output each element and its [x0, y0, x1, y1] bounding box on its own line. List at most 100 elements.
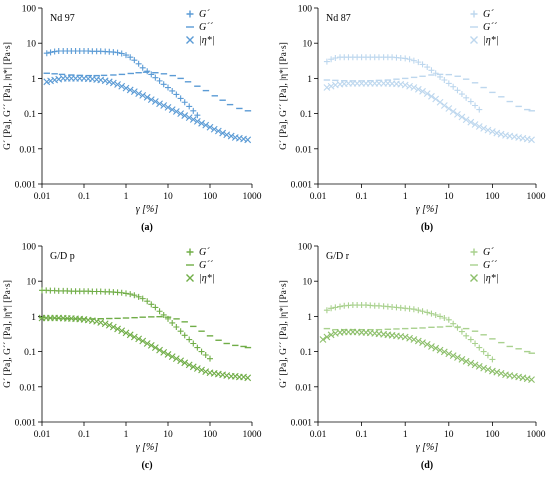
data-point: [523, 375, 531, 383]
data-point: [110, 49, 117, 56]
data-point: [467, 98, 474, 105]
data-point: [476, 344, 483, 351]
data-point: [207, 355, 213, 362]
data-point: [101, 77, 109, 85]
data-point: [164, 104, 172, 111]
data-point: [463, 332, 470, 339]
legend-label: G´´: [199, 260, 214, 271]
sample-annotation: Nd 97: [50, 13, 75, 24]
data-point: [193, 118, 201, 125]
data-point: [489, 356, 496, 363]
x-tick-label: 1: [124, 192, 129, 202]
data-point: [472, 340, 479, 347]
x-tick-label: 100: [203, 430, 218, 440]
data-point: [177, 110, 185, 117]
y-tick-label: 10: [303, 278, 313, 288]
legend-marker: [470, 274, 478, 282]
data-point: [165, 84, 171, 91]
data-point: [152, 74, 159, 81]
x-tick-label: 0.1: [356, 192, 368, 202]
data-point: [114, 325, 121, 333]
legend-label: |η*|: [483, 35, 498, 46]
x-tick-label: 10: [444, 192, 454, 202]
data-point: [323, 333, 331, 341]
x-tick-label: 0.01: [310, 192, 327, 202]
x-tick-label: 0.01: [34, 430, 51, 440]
x-tick-label: 1: [124, 430, 129, 440]
data-point: [198, 119, 205, 127]
data-point: [244, 136, 252, 144]
data-point: [148, 71, 155, 78]
data-point: [122, 84, 130, 92]
data-point: [441, 315, 448, 322]
data-point: [462, 357, 470, 365]
data-point: [484, 352, 491, 359]
data-point: [467, 359, 475, 367]
data-point: [152, 304, 159, 311]
data-point: [449, 108, 457, 115]
legend-marker: [186, 248, 194, 256]
data-point: [484, 126, 492, 134]
legend-label: |η*|: [199, 35, 214, 46]
y-tick-label: 0.1: [300, 348, 312, 358]
data-point: [454, 87, 461, 94]
data-point: [402, 55, 409, 62]
data-point: [480, 364, 488, 372]
y-tick-label: 0.001: [291, 419, 313, 429]
data-point: [189, 363, 197, 371]
data-point: [419, 339, 426, 347]
series-1: [43, 71, 252, 112]
series-0: [323, 54, 483, 113]
series-0: [323, 302, 496, 363]
data-point: [401, 81, 409, 89]
legend-label: G´´: [483, 260, 498, 271]
data-point: [206, 123, 214, 131]
x-tick-label: 1: [403, 430, 408, 440]
data-point: [450, 83, 457, 90]
data-point: [458, 91, 465, 98]
data-point: [122, 329, 130, 337]
data-point: [458, 113, 466, 121]
data-point: [172, 108, 180, 115]
sample-annotation: G/D r: [326, 251, 350, 262]
data-point: [406, 334, 413, 342]
series-2: [319, 328, 535, 384]
y-axis-title: G´ [Pa], G´´ [Pa], |η*| [Pa·s]: [278, 42, 289, 150]
data-point: [445, 316, 452, 323]
x-tick-label: 0.01: [34, 192, 51, 202]
data-point: [328, 56, 335, 63]
data-point: [177, 95, 184, 102]
x-tick-label: 1000: [243, 192, 262, 202]
data-point: [515, 373, 523, 381]
x-tick-label: 1: [403, 192, 408, 202]
data-point: [528, 376, 535, 384]
data-point: [126, 86, 134, 94]
data-point: [440, 348, 448, 356]
data-point: [47, 49, 54, 56]
data-point: [160, 348, 168, 356]
data-point: [437, 313, 444, 320]
data-point: [118, 327, 126, 335]
data-point: [328, 305, 335, 312]
data-point: [493, 129, 501, 137]
data-point: [423, 341, 431, 348]
data-point: [130, 88, 138, 96]
data-point: [415, 59, 422, 66]
data-point: [202, 121, 210, 129]
series-0: [43, 48, 201, 119]
data-point: [332, 304, 339, 311]
data-point: [131, 292, 138, 299]
sample-annotation: Nd 87: [326, 13, 351, 24]
legend-label: G´: [483, 247, 494, 258]
series-1: [323, 73, 535, 112]
data-point: [497, 130, 505, 138]
data-point: [126, 331, 134, 339]
legend-label: G´: [199, 247, 210, 258]
y-tick-label: 10: [27, 40, 37, 50]
data-point: [114, 81, 121, 88]
legend-label: |η*|: [199, 273, 214, 284]
data-point: [127, 54, 134, 61]
